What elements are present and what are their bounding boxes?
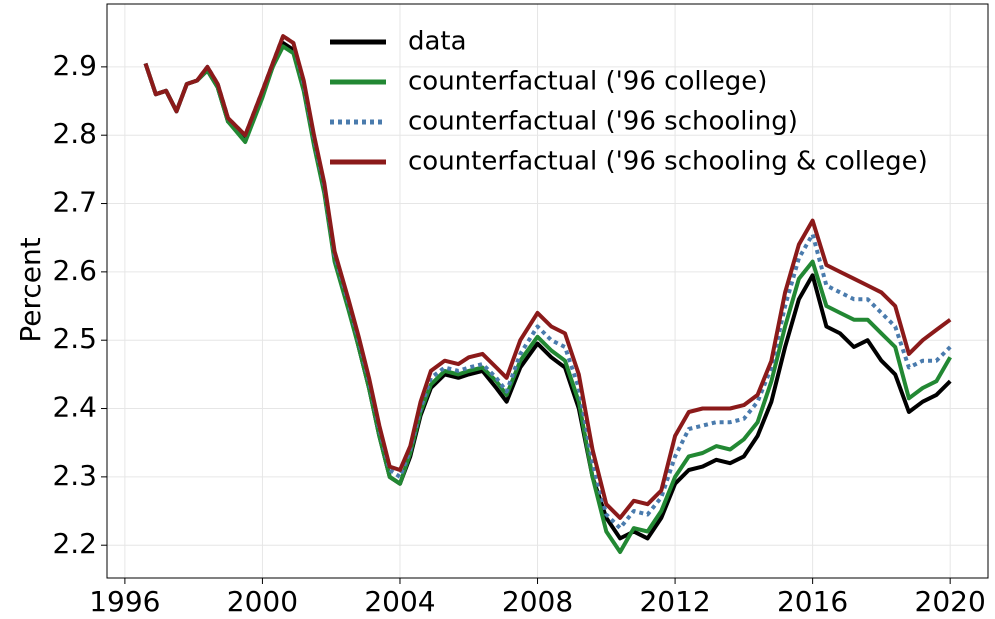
x-tick-label: 2016 bbox=[777, 585, 848, 618]
y-tick-label: 2.6 bbox=[52, 254, 97, 287]
x-tick-label: 2020 bbox=[915, 585, 986, 618]
y-tick-label: 2.3 bbox=[52, 459, 97, 492]
y-tick-label: 2.5 bbox=[52, 322, 97, 355]
y-tick-label: 2.8 bbox=[52, 117, 97, 150]
plot-frame bbox=[106, 3, 989, 579]
legend-label: counterfactual ('96 college) bbox=[408, 67, 767, 97]
x-tick-label: 2008 bbox=[502, 585, 573, 618]
y-tick-label: 2.2 bbox=[52, 527, 97, 560]
legend-label: counterfactual ('96 schooling & college) bbox=[408, 147, 928, 177]
legend-label: counterfactual ('96 schooling) bbox=[408, 107, 798, 137]
y-tick-label: 2.9 bbox=[52, 49, 97, 82]
x-tick-label: 2000 bbox=[227, 585, 298, 618]
series-line bbox=[143, 34, 952, 520]
y-tick-label: 2.7 bbox=[52, 186, 97, 219]
y-tick-label: 2.4 bbox=[52, 391, 97, 424]
x-tick-label: 2004 bbox=[364, 585, 435, 618]
x-tick-label: 2012 bbox=[639, 585, 710, 618]
legend-label: data bbox=[408, 27, 467, 57]
x-tick-label: 1996 bbox=[89, 585, 160, 618]
series-line bbox=[143, 34, 952, 531]
y-axis-label: Percent bbox=[14, 237, 47, 342]
